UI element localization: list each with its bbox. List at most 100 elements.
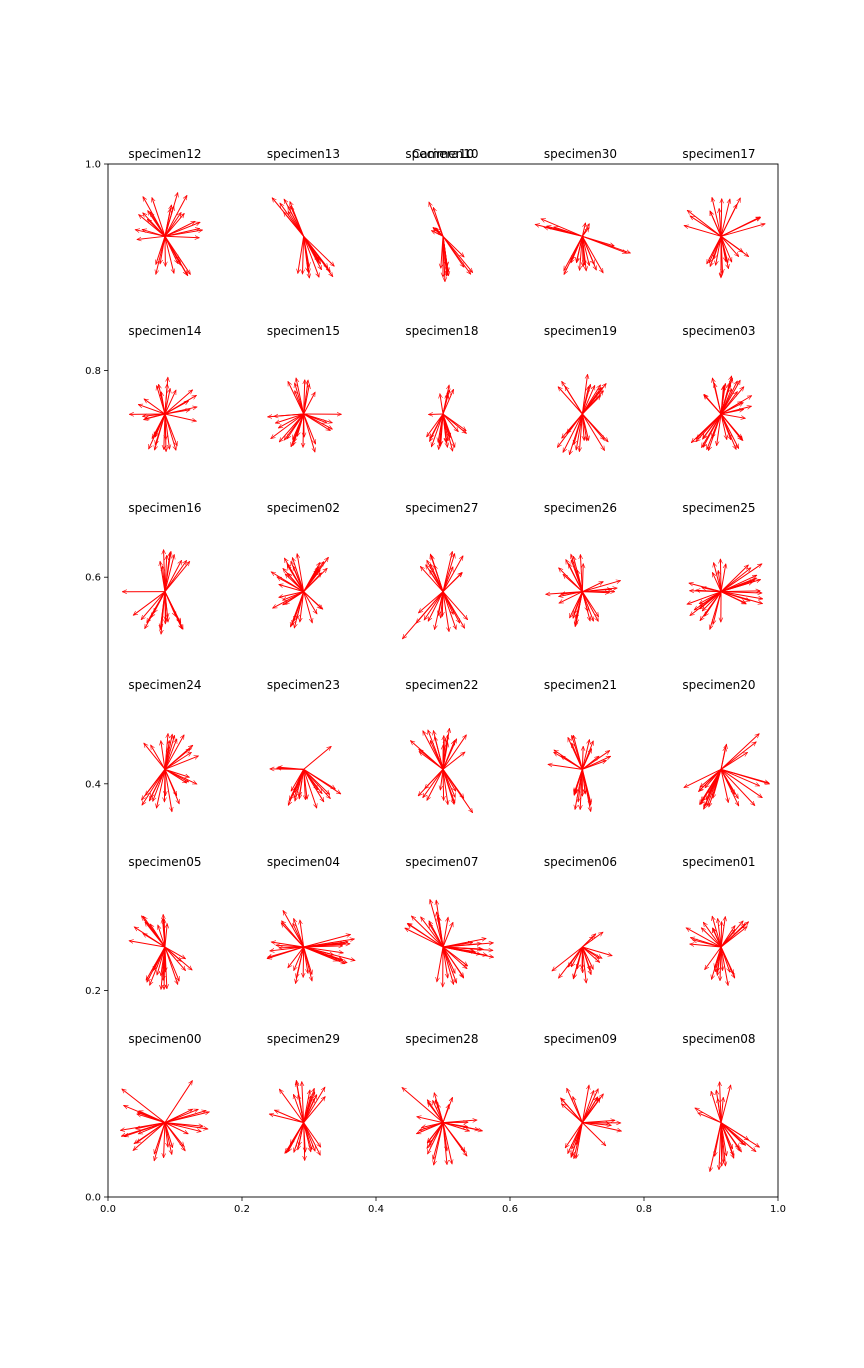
quiver-arrow (720, 747, 726, 770)
quiver-arrow (575, 591, 583, 626)
quiver-arrow (427, 1122, 444, 1143)
quiver-arrow (720, 198, 741, 237)
quiver-arrow (279, 1089, 305, 1123)
quiver-arrow (154, 1122, 166, 1154)
quiver-arrow (147, 211, 166, 237)
quiver-arrow (164, 756, 199, 770)
quiver-arrow (720, 591, 763, 599)
quiver-panel-specimen23 (270, 746, 341, 808)
quiver-arrow (303, 1122, 321, 1147)
quiver-arrow (402, 1087, 444, 1124)
quiver-arrow (720, 1122, 743, 1145)
quiver-arrow (442, 946, 454, 984)
quiver-arrow (581, 385, 596, 415)
quiver-arrow (303, 392, 316, 415)
quiver-arrow (581, 946, 591, 975)
quiver-arrow (164, 947, 165, 989)
quiver-arrow (425, 565, 444, 592)
quiver-arrow (440, 394, 444, 415)
quiver-arrow (427, 1122, 444, 1154)
quiver-arrow (292, 923, 305, 948)
quiver-arrow (141, 591, 166, 620)
quiver-arrow (303, 413, 333, 430)
y-tick-label: 1.0 (85, 160, 101, 171)
quiver-arrow (721, 199, 722, 237)
quiver-arrow (303, 380, 308, 415)
quiver-arrow (720, 564, 726, 592)
quiver-arrow (303, 1122, 321, 1156)
quiver-arrow (164, 769, 172, 811)
panel-title-specimen19: specimen19 (544, 324, 617, 338)
quiver-arrow (720, 769, 736, 794)
quiver-arrow (442, 1122, 465, 1152)
quiver-arrow (164, 413, 170, 449)
quiver-arrow (442, 413, 453, 451)
quiver-arrow (432, 1100, 444, 1123)
quiver-panel-specimen15 (268, 378, 342, 452)
quiver-arrow (442, 769, 473, 812)
quiver-arrow (164, 413, 165, 449)
quiver-arrow (541, 218, 583, 237)
quiver-panel-specimen13 (272, 198, 334, 278)
quiver-arrow (290, 769, 305, 791)
quiver-arrow (293, 1094, 305, 1123)
quiver-arrow (410, 741, 444, 770)
quiver-arrow (442, 235, 464, 257)
quiver-arrow (581, 236, 597, 270)
quiver-arrow (149, 769, 166, 798)
quiver-arrow (428, 730, 444, 770)
quiver-arrow (164, 213, 184, 237)
quiver-arrow (303, 768, 341, 795)
quiver-arrow (272, 198, 305, 237)
quiver-arrow (425, 768, 444, 788)
quiver-arrow (134, 1122, 166, 1144)
quiver-arrow (575, 769, 583, 809)
quiver-arrow (303, 769, 325, 801)
quiver-arrow (158, 925, 166, 948)
quiver-arrow (442, 769, 454, 804)
quiver-arrow (303, 1097, 326, 1123)
quiver-arrow (164, 1122, 188, 1135)
quiver-arrow (440, 769, 444, 790)
quiver-arrow (581, 413, 604, 440)
quiver-arrow (704, 394, 722, 415)
arrow-fields (120, 193, 769, 1172)
quiver-arrow (582, 746, 583, 770)
quiver-arrow (164, 413, 196, 421)
quiver-arrow (303, 568, 328, 593)
quiver-arrow (144, 413, 166, 420)
quiver-arrow (720, 591, 746, 605)
quiver-arrow (711, 572, 722, 592)
quiver-arrow (571, 743, 583, 770)
quiver-arrow (569, 413, 583, 455)
quiver-arrow (720, 768, 755, 805)
quiver-arrow (283, 199, 305, 237)
quiver-arrow (164, 555, 174, 592)
quiver-arrow (581, 223, 585, 237)
quiver-arrow (302, 236, 303, 274)
quiver-arrow (442, 1122, 447, 1165)
quiver-panel-specimen12 (135, 193, 202, 276)
quiver-arrow (300, 591, 305, 622)
quiver-arrow (721, 236, 723, 273)
quiver-arrow (442, 556, 464, 592)
quiver-arrow (442, 389, 455, 415)
panel-title-specimen13: specimen13 (267, 147, 340, 161)
quiver-arrow (164, 1109, 198, 1124)
quiver-arrow (442, 591, 456, 630)
quiver-arrow (684, 768, 722, 789)
quiver-arrow (303, 591, 313, 623)
quiver-arrow (161, 946, 166, 989)
quiver-arrow (442, 591, 466, 629)
quiver-arrow (428, 414, 444, 415)
quiver-arrow (164, 400, 189, 415)
quiver-arrow (143, 916, 166, 948)
quiver-arrow (442, 591, 468, 620)
quiver-arrow (565, 1122, 583, 1148)
quiver-arrow (442, 572, 462, 593)
quiver-arrow (303, 1122, 316, 1152)
quiver-arrow (707, 769, 722, 806)
quiver-arrow (417, 1117, 444, 1124)
quiver-arrow (700, 769, 722, 801)
quiver-arrow (442, 413, 466, 433)
